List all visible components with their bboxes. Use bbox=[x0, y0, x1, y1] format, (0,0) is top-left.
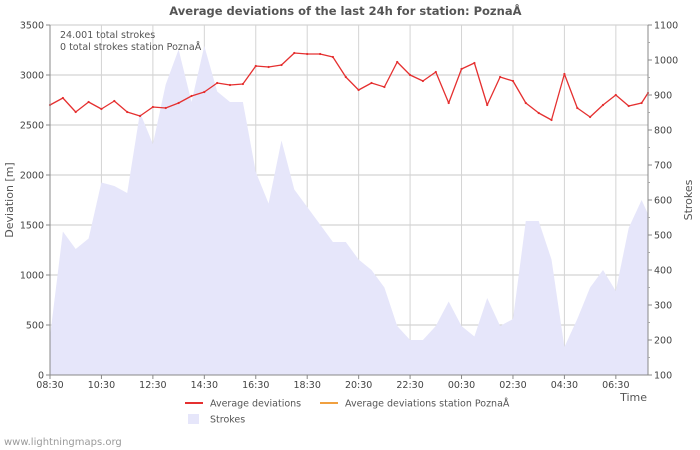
average-deviations-point bbox=[434, 70, 437, 74]
average-deviations-point bbox=[473, 61, 476, 65]
right-tick-label: 700 bbox=[654, 161, 672, 172]
average-deviations-point bbox=[511, 79, 515, 83]
chart-title: Average deviations of the last 24h for s… bbox=[169, 3, 530, 18]
right-tick-label: 400 bbox=[654, 266, 672, 277]
legend-label: Average deviations station PoznaÅ bbox=[345, 398, 517, 410]
average-deviations-point bbox=[241, 82, 244, 86]
average-deviations-point bbox=[164, 106, 167, 110]
x-tick-label: 16:30 bbox=[242, 380, 269, 391]
average-deviations-point bbox=[499, 75, 502, 79]
left-tick-label: 500 bbox=[26, 321, 44, 332]
x-tick-label: 00:30 bbox=[448, 380, 475, 391]
average-deviations-point bbox=[190, 94, 193, 98]
y-axis-left-label: Deviation [m] bbox=[3, 162, 16, 237]
x-tick-label: 18:30 bbox=[294, 380, 321, 391]
average-deviations-point bbox=[293, 51, 296, 55]
average-deviations-point bbox=[563, 72, 566, 76]
average-deviations-point bbox=[138, 114, 142, 118]
average-deviations-point bbox=[126, 110, 129, 114]
legend-label: Average deviations bbox=[210, 399, 301, 410]
average-deviations-point bbox=[486, 103, 489, 107]
average-deviations-point bbox=[447, 101, 450, 105]
x-axis-label: Time bbox=[619, 391, 647, 404]
x-tick-label: 10:30 bbox=[88, 380, 115, 391]
average-deviations-point bbox=[228, 83, 232, 87]
average-deviations-point bbox=[113, 99, 116, 103]
average-deviations-point bbox=[460, 67, 463, 71]
right-tick-label: 600 bbox=[654, 196, 672, 207]
average-deviations-point bbox=[203, 90, 206, 94]
annotation-total-strokes: 24.001 total strokes bbox=[60, 30, 155, 41]
right-tick-label: 900 bbox=[654, 91, 672, 102]
strokes-area-layer bbox=[50, 46, 648, 375]
left-tick-label: 3500 bbox=[20, 21, 44, 32]
x-tick-label: 22:30 bbox=[396, 380, 423, 391]
average-deviations-point bbox=[306, 52, 309, 56]
average-deviations-point bbox=[177, 101, 180, 105]
site-credit: www.lightningmaps.org bbox=[4, 437, 122, 448]
average-deviations-point bbox=[396, 60, 399, 64]
right-tick-label: 1000 bbox=[654, 56, 678, 67]
average-deviations-point bbox=[87, 100, 90, 104]
average-deviations-point bbox=[614, 93, 617, 97]
left-tick-label: 1000 bbox=[20, 271, 44, 282]
average-deviations-point bbox=[254, 64, 257, 68]
average-deviations-point bbox=[370, 81, 373, 85]
average-deviations-point bbox=[383, 85, 386, 89]
legend-swatch bbox=[188, 414, 199, 424]
average-deviations-point bbox=[524, 101, 527, 105]
strokes-area bbox=[50, 46, 648, 375]
x-tick-label: 14:30 bbox=[191, 380, 218, 391]
left-axis-ticks: 0 500 1000 1500 2000 2500 3000 3500 bbox=[20, 21, 50, 382]
left-tick-label: 2000 bbox=[20, 171, 44, 182]
average-deviations-point bbox=[100, 107, 103, 111]
x-tick-label: 12:30 bbox=[139, 380, 166, 391]
right-tick-label: 800 bbox=[654, 126, 672, 137]
right-tick-label: 300 bbox=[654, 301, 672, 312]
average-deviations-line bbox=[49, 52, 649, 121]
average-deviations-point bbox=[589, 115, 592, 119]
average-deviations-point bbox=[74, 110, 77, 114]
average-deviations-point bbox=[640, 101, 643, 105]
x-tick-label: 06:30 bbox=[602, 380, 629, 391]
average-deviations-point bbox=[357, 88, 360, 92]
average-deviations-point bbox=[151, 105, 154, 109]
average-deviations-point bbox=[601, 103, 605, 107]
x-axis-ticks: 08:30 10:30 12:30 14:30 16:30 18:30 20:30 22:30… bbox=[36, 375, 630, 391]
average-deviations-point bbox=[550, 118, 553, 122]
x-tick-label: 02:30 bbox=[499, 380, 526, 391]
average-deviations-point bbox=[421, 79, 424, 83]
average-deviations-point bbox=[537, 111, 540, 115]
average-deviations-point bbox=[331, 55, 334, 59]
average-deviations-point bbox=[61, 96, 64, 100]
y-axis-right-label: Strokes bbox=[682, 179, 695, 220]
annotation-station-strokes: 0 total strokes station PoznaÅ bbox=[60, 41, 209, 53]
x-tick-label: 08:30 bbox=[36, 380, 63, 391]
right-tick-label: 200 bbox=[654, 336, 672, 347]
deviation-line-layer bbox=[48, 51, 650, 122]
legend: Average deviations Average deviations sta… bbox=[185, 398, 517, 426]
average-deviations-point bbox=[267, 65, 270, 69]
grid-lines bbox=[50, 24, 648, 375]
right-tick-label: 1100 bbox=[654, 21, 678, 32]
average-deviations-point bbox=[319, 52, 322, 56]
average-deviations-point bbox=[627, 104, 630, 108]
x-tick-label: 04:30 bbox=[551, 380, 578, 391]
average-deviations-point bbox=[216, 81, 219, 85]
average-deviations-point bbox=[280, 63, 283, 67]
left-tick-label: 1500 bbox=[20, 221, 44, 232]
right-axis-ticks: 100 200 300 400 500 600 700 800 900 1000 1100 bbox=[648, 21, 678, 382]
left-tick-label: 0 bbox=[38, 371, 44, 382]
legend-label: Strokes bbox=[210, 415, 245, 426]
average-deviations-point bbox=[409, 73, 412, 77]
average-deviations-point bbox=[344, 75, 347, 79]
average-deviations-point bbox=[576, 106, 579, 110]
left-tick-label: 2500 bbox=[20, 121, 44, 132]
right-tick-label: 100 bbox=[654, 371, 672, 382]
left-tick-label: 3000 bbox=[20, 71, 44, 82]
right-tick-label: 500 bbox=[654, 231, 672, 242]
x-tick-label: 20:30 bbox=[345, 380, 372, 391]
